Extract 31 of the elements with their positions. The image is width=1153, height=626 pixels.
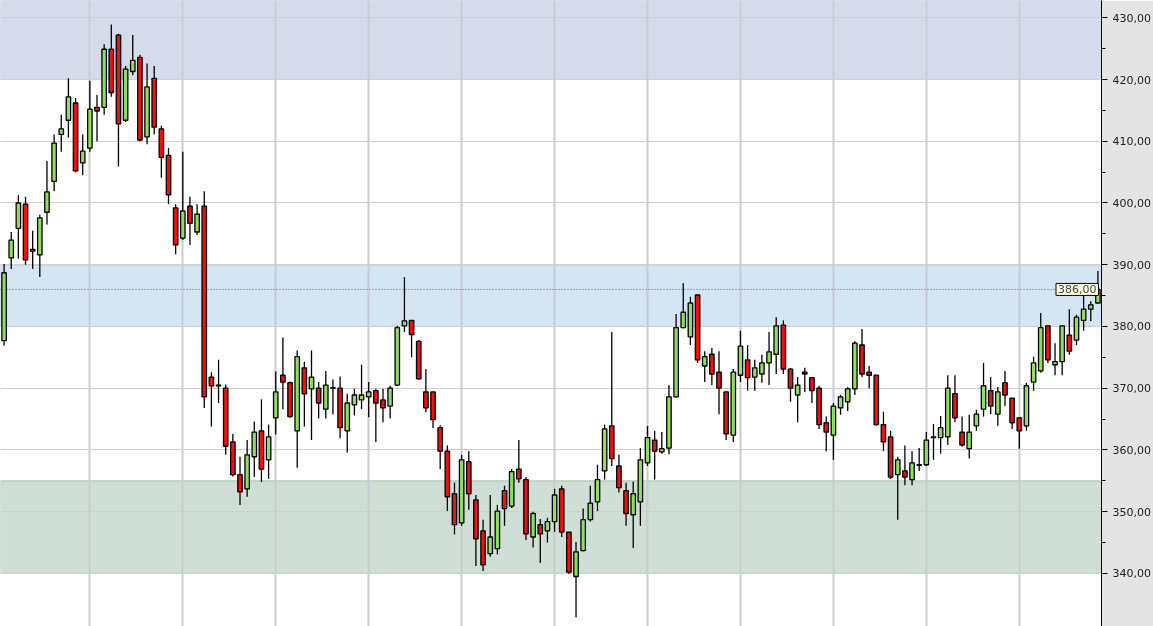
y-tick-label: 350,00 [1112,505,1151,519]
candlestick [973,409,980,432]
candlestick [801,367,808,393]
candlestick [8,231,15,270]
candlestick [58,114,65,153]
candlestick [837,394,844,416]
candlestick [351,388,358,417]
y-tick-label: 340,00 [1112,567,1151,581]
candlestick [280,336,286,410]
candlestick [79,133,86,176]
candlestick [787,367,794,403]
candlestick [208,371,215,428]
candlestick [44,160,50,226]
y-tick-label: 410,00 [1112,135,1151,149]
y-tick-label: 380,00 [1112,320,1151,334]
candlestick [616,454,622,494]
y-tick-label: 370,00 [1112,382,1151,396]
y-tick-label: 420,00 [1112,73,1151,87]
y-tick-label: 430,00 [1112,11,1151,25]
y-tick-label: 390,00 [1112,258,1151,272]
candlestick [1030,356,1037,392]
ref-line-label: 386,00 [1058,283,1097,297]
candlestick [358,364,365,410]
candlestick [930,423,937,461]
y-tick-label: 360,00 [1112,443,1151,457]
candlestick [794,376,801,423]
y-tick-label: 400,00 [1112,196,1151,210]
candlestick [844,386,851,412]
candlestick [880,411,887,452]
candlestick [215,359,222,404]
candlestick [1087,300,1094,322]
